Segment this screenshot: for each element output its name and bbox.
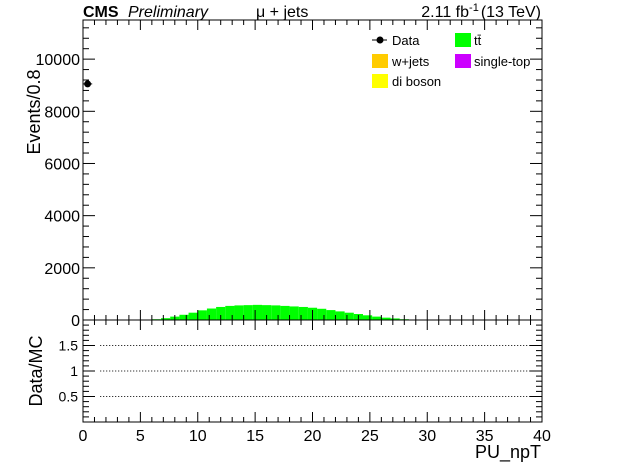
ttbar-bar: [381, 317, 391, 320]
x-tick-label: 25: [361, 428, 379, 445]
cms-label: CMS: [83, 4, 119, 21]
legend-ttbar-label: tt̄: [474, 33, 482, 48]
ttbar-bar: [161, 318, 171, 320]
ttbar-bar: [289, 306, 299, 320]
lumi-value: 2.11 fb: [421, 4, 469, 21]
ttbar-bar: [271, 305, 281, 320]
data-point: [84, 80, 92, 88]
ratio-y-tick-label: 1: [70, 363, 78, 379]
legend-singletop-label: single-top: [474, 54, 530, 69]
ratio-reference-lines: [100, 345, 542, 397]
ttbar-bar: [197, 310, 207, 320]
x-tick-label: 10: [189, 428, 207, 445]
y-tick-label: 8000: [44, 104, 80, 121]
x-tick-label: 40: [533, 428, 551, 445]
ratio-y-axis-title: Data/MC: [26, 335, 46, 406]
ttbar-bar: [280, 305, 290, 320]
ratio-plot-frame: [82, 319, 543, 423]
ratio-axes: 0.5 1 1.5 0 5 10 15 20 25 30 35 40: [59, 320, 551, 445]
ratio-y-tick-label: 0.5: [59, 389, 79, 405]
legend-diboson-swatch: [372, 74, 388, 88]
x-tick-label: 20: [304, 428, 322, 445]
ttbar-bar: [298, 306, 308, 320]
ttbar-bar: [179, 314, 189, 320]
y-tick-label: 10000: [36, 52, 81, 69]
ttbar-bar: [326, 310, 336, 320]
y-tick-label: 4000: [44, 209, 80, 226]
x-tick-label: 0: [79, 428, 88, 445]
ttbar-histogram: [83, 80, 419, 320]
legend-data-label: Data: [392, 33, 420, 48]
ttbar-bar: [243, 305, 253, 320]
y-tick-label: 0: [71, 313, 80, 330]
x-axis-title: PU_npT: [475, 442, 541, 463]
preliminary-label: Preliminary: [128, 4, 209, 21]
ttbar-bar: [372, 316, 382, 320]
ttbar-bar: [206, 308, 217, 320]
y-tick-label: 6000: [44, 156, 80, 173]
ratio-plot-panel: 0.5 1 1.5 0 5 10 15 20 25 30 35 40: [59, 319, 551, 445]
y-tick-label: 2000: [44, 261, 80, 278]
main-plot-panel: 0 2000 4000 6000 8000 10000: [36, 19, 543, 330]
x-tick-label: 30: [418, 428, 436, 445]
ttbar-bar: [234, 305, 244, 320]
lumi-exponent: -1: [469, 2, 479, 14]
energy-value: (13 TeV): [481, 4, 541, 21]
y-axis-title: Events/0.8: [24, 69, 44, 154]
channel-label: μ + jets: [256, 4, 308, 21]
ttbar-bar: [317, 308, 327, 320]
ratio-y-tick-label: 1.5: [59, 338, 79, 354]
ttbar-bar: [362, 315, 373, 320]
main-axes: 0 2000 4000 6000 8000 10000: [36, 20, 543, 330]
x-tick-label: 15: [246, 428, 264, 445]
ttbar-bar: [252, 304, 263, 320]
ttbar-bar: [188, 312, 198, 320]
legend-wjets-label: w+jets: [391, 54, 430, 69]
legend-wjets-swatch: [372, 54, 388, 68]
legend-data-marker: [376, 36, 384, 44]
legend-diboson-label: di boson: [392, 74, 441, 89]
ttbar-bar: [335, 311, 345, 320]
ttbar-bar: [225, 305, 235, 320]
x-tick-label: 35: [476, 428, 494, 445]
ttbar-bar: [216, 306, 226, 320]
ttbar-bar: [390, 318, 400, 320]
legend-ttbar-swatch: [455, 33, 471, 47]
ttbar-bar: [262, 305, 272, 320]
legend-singletop-swatch: [455, 54, 471, 68]
ttbar-bar: [344, 312, 354, 320]
lumi-label: 2.11 fb-1 (13 TeV): [421, 2, 541, 21]
legend: Data tt̄ w+jets single-top di boson: [372, 33, 530, 89]
x-tick-label: 5: [136, 428, 145, 445]
